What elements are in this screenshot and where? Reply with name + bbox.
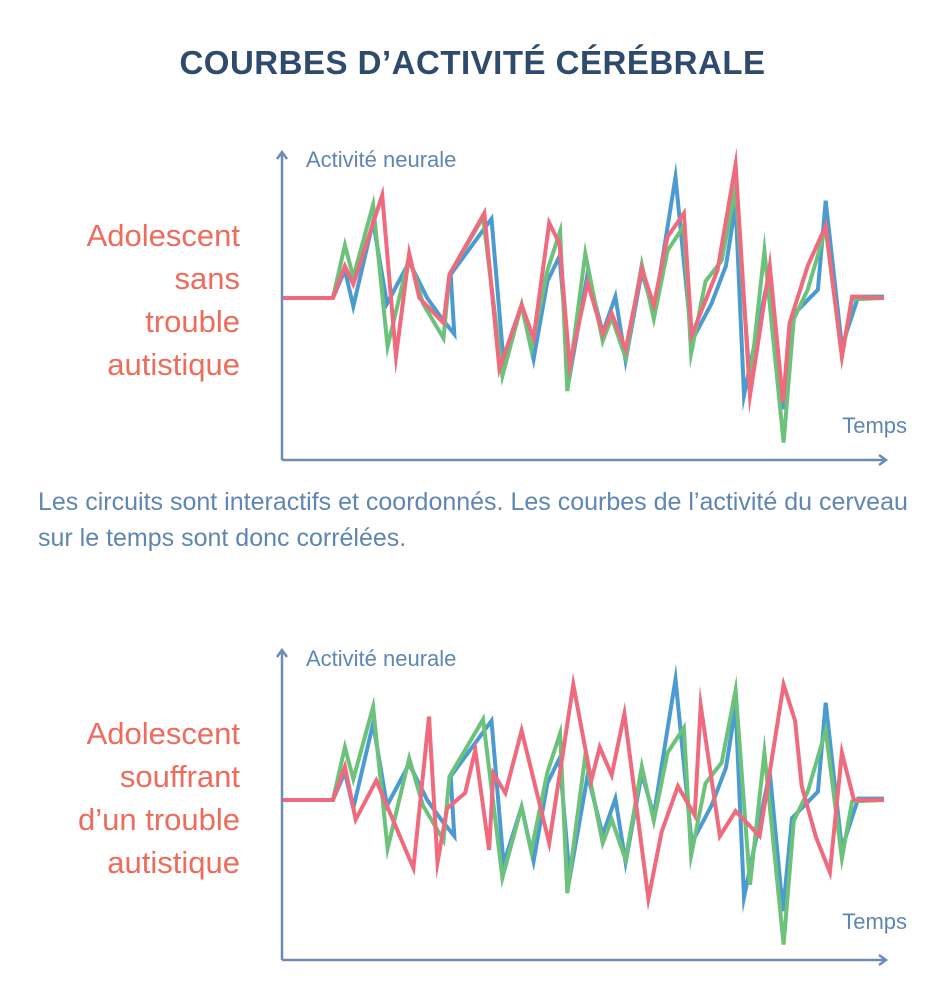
caption: Les circuits sont interactifs et coordon… [38,488,908,552]
group-label-typical: Adolescent sans trouble autistique [0,214,240,386]
chart-typical: Activité neurale Temps [275,147,907,467]
group-label-line: Adolescent [86,716,240,751]
y-axis-label: Activité neurale [306,147,456,172]
page-title: COURBES D’ACTIVITÉ CÉRÉBRALE [179,44,766,81]
group-label-line: Adolescent [86,218,240,253]
series-line-green [283,675,885,945]
x-axis-arrow-icon [878,453,889,467]
y-axis-arrow-icon [275,149,289,160]
group-label-line: sans [174,261,240,296]
x-axis-label: Temps [842,413,907,438]
y-axis-arrow-icon [275,647,289,658]
group-label-line: autistique [107,347,240,382]
y-axis-label: Activité neurale [306,646,456,671]
group-label-line: d’un trouble [77,802,240,837]
x-axis-label: Temps [842,909,907,934]
group-label-line: souffrant [119,759,240,794]
x-axis-arrow-icon [878,953,889,967]
series-line-red [283,147,885,414]
group-label-line: autistique [107,845,240,880]
group-label-autistic: Adolescent souffrant d’un trouble autist… [0,712,240,884]
group-label-line: trouble [145,304,240,339]
series-line-red [283,672,884,912]
chart-autistic: Activité neurale Temps [275,646,907,967]
